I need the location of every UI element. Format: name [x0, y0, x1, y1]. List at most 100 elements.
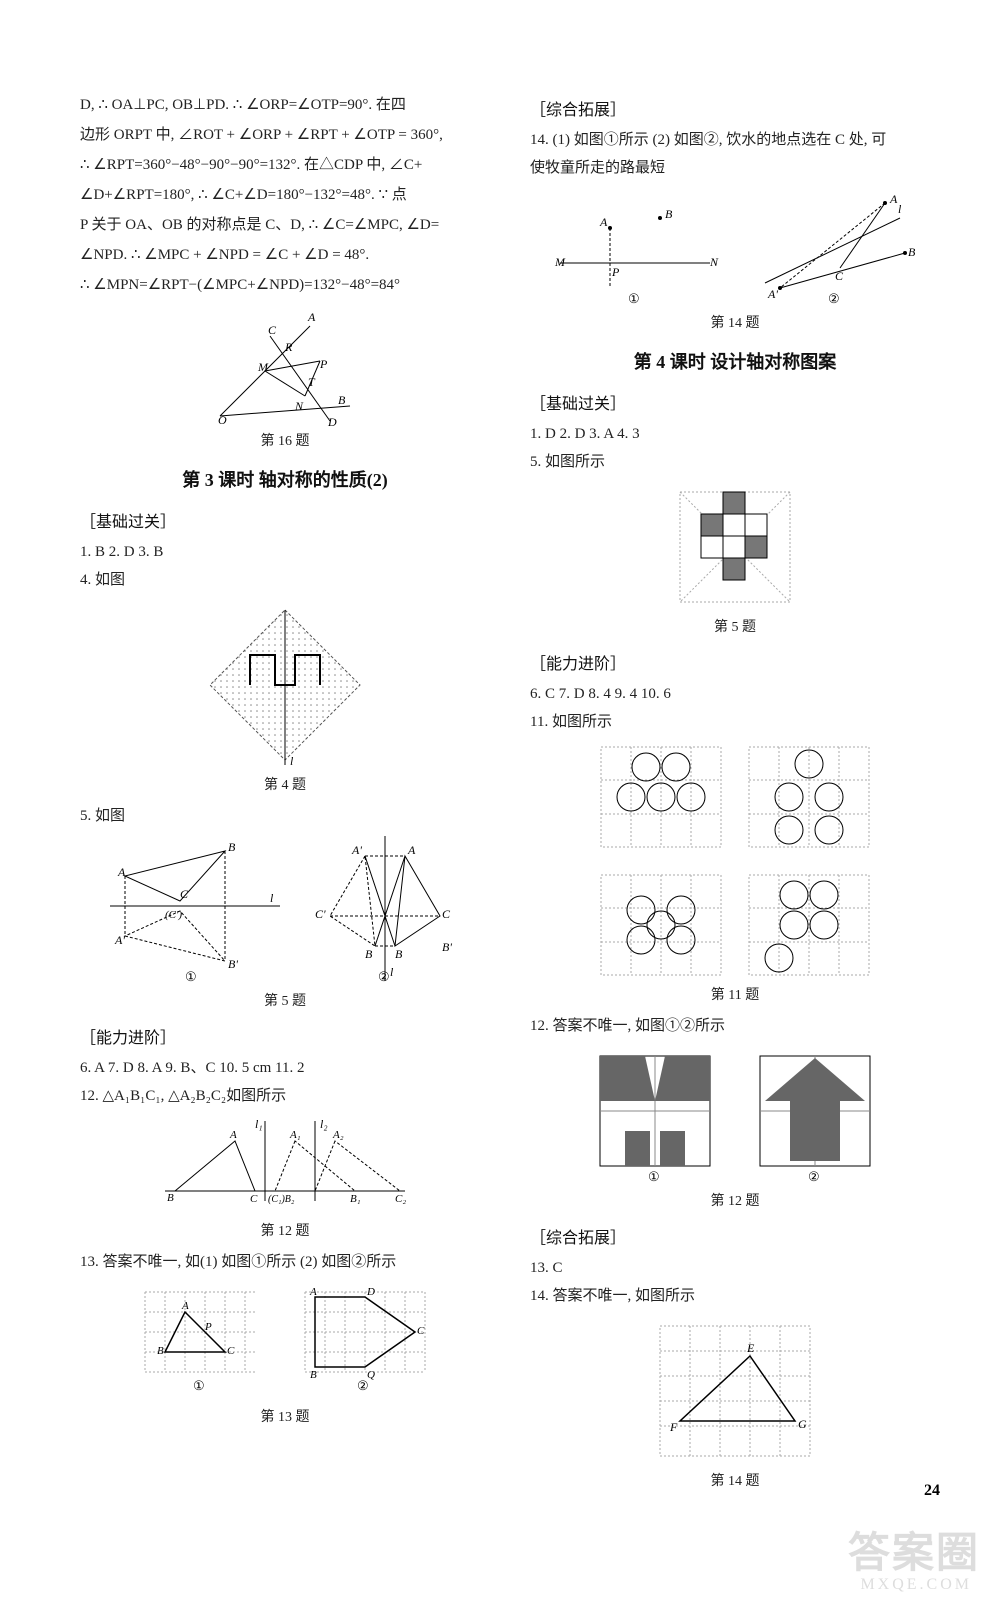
- svg-text:A': A': [351, 843, 362, 857]
- section-basic: ［基础过关］: [530, 390, 940, 414]
- figure-16: O A C R M P T N B D: [80, 306, 490, 426]
- svg-text:B: B: [665, 207, 673, 221]
- svg-text:B: B: [310, 1369, 317, 1381]
- answer-line: 14. 答案不唯一, 如图所示: [530, 1282, 940, 1310]
- svg-text:P: P: [204, 1321, 212, 1333]
- answer-line: 11. 如图所示: [530, 708, 940, 736]
- left-column: D, ∴ OA⊥PC, OB⊥PD. ∴ ∠ORP=∠OTP=90°. 在四 边…: [80, 90, 490, 1498]
- figure-14b-caption: 第 14 题: [530, 1470, 940, 1490]
- answer-line: 1. D 2. D 3. A 4. 3: [530, 420, 940, 448]
- svg-text:R: R: [284, 340, 293, 354]
- figure-5-caption: 第 5 题: [80, 990, 490, 1010]
- svg-text:l: l: [390, 965, 394, 979]
- figure-4-caption: 第 4 题: [80, 774, 490, 794]
- section-ability: ［能力进阶］: [530, 650, 940, 674]
- watermark: 答案圈: [848, 1519, 980, 1580]
- svg-text:A: A: [599, 215, 608, 229]
- answer-line: 6. C 7. D 8. 4 9. 4 10. 6: [530, 680, 940, 708]
- svg-text:B: B: [908, 245, 916, 259]
- lesson-4-title: 第 4 课时 设计轴对称图案: [530, 348, 940, 374]
- figure-16-caption: 第 16 题: [80, 430, 490, 450]
- section-basic: ［基础过关］: [80, 508, 490, 532]
- lesson-3-title: 第 3 课时 轴对称的性质(2): [80, 466, 490, 492]
- svg-text:B: B: [167, 1192, 174, 1204]
- svg-text:D: D: [327, 415, 337, 426]
- proof-line: ∠D+∠RPT=180°, ∴ ∠C+∠D=180°−132°=48°. ∵ 点: [80, 180, 490, 210]
- svg-text:N: N: [709, 255, 719, 269]
- svg-text:②: ②: [378, 969, 390, 984]
- svg-text:C: C: [180, 887, 189, 901]
- proof-line: ∴ ∠RPT=360°−48°−90°−90°=132°. 在△CDP 中, ∠…: [80, 150, 490, 180]
- svg-text:T: T: [308, 375, 316, 389]
- svg-text:l: l: [270, 891, 274, 905]
- svg-text:C₂: C₂: [395, 1193, 406, 1205]
- section-extension: ［综合拓展］: [530, 96, 940, 120]
- svg-text:N: N: [294, 399, 304, 413]
- figure-4: l: [80, 600, 490, 770]
- figure-12b-caption: 第 12 题: [530, 1190, 940, 1210]
- answer-line: 13. 答案不唯一, 如(1) 如图①所示 (2) 如图②所示: [80, 1248, 490, 1276]
- svg-text:G: G: [798, 1417, 807, 1431]
- figure-5b-caption: 第 5 题: [530, 616, 940, 636]
- answer-line: 14. (1) 如图①所示 (2) 如图②, 饮水的地点选在 C 处, 可: [530, 126, 940, 154]
- svg-text:①: ①: [628, 291, 640, 306]
- svg-text:①: ①: [648, 1169, 660, 1184]
- svg-text:D: D: [366, 1286, 375, 1298]
- svg-text:C: C: [835, 269, 844, 283]
- svg-text:l: l: [290, 754, 294, 768]
- svg-text:l₁: l₁: [255, 1117, 263, 1131]
- svg-text:C: C: [227, 1345, 235, 1357]
- svg-text:M: M: [257, 360, 269, 374]
- svg-text:P: P: [319, 357, 328, 371]
- svg-text:B': B': [228, 957, 238, 971]
- svg-text:C: C: [417, 1325, 425, 1337]
- svg-text:C: C: [268, 323, 277, 337]
- figure-12: l₁ l₂ A B C A₁ (C₁)B₂ B₁ A₂ C₂: [80, 1116, 490, 1216]
- answer-line: 5. 如图所示: [530, 448, 940, 476]
- figure-11: [585, 742, 885, 980]
- svg-text:A': A': [767, 287, 778, 301]
- answer-line: 12. △A₁B₁C₁, △A₂B₂C₂如图所示: [80, 1082, 490, 1110]
- svg-text:B: B: [228, 840, 236, 854]
- figure-12-caption: 第 12 题: [80, 1220, 490, 1240]
- svg-text:A₂: A₂: [332, 1129, 344, 1141]
- svg-text:②: ②: [808, 1169, 820, 1184]
- svg-text:B: B: [395, 947, 403, 961]
- svg-text:F: F: [669, 1420, 678, 1434]
- svg-text:E: E: [746, 1341, 755, 1355]
- svg-text:A: A: [309, 1286, 317, 1298]
- svg-text:l₂: l₂: [320, 1117, 328, 1131]
- svg-text:C: C: [250, 1193, 258, 1205]
- page-number: 24: [924, 1482, 940, 1500]
- svg-text:B': B': [442, 940, 452, 954]
- svg-text:P: P: [611, 265, 620, 279]
- proof-line: D, ∴ OA⊥PC, OB⊥PD. ∴ ∠ORP=∠OTP=90°. 在四: [80, 90, 490, 120]
- svg-text:A: A: [307, 310, 316, 324]
- section-extension-2: ［综合拓展］: [530, 1224, 940, 1248]
- figure-14a-caption: 第 14 题: [530, 312, 940, 332]
- svg-text:O: O: [218, 413, 227, 426]
- figure-12b: ① ②: [530, 1046, 940, 1186]
- proof-line: 边形 ORPT 中, ∠ROT + ∠ORP + ∠RPT + ∠OTP = 3…: [80, 120, 490, 150]
- proof-line: ∠NPD. ∴ ∠MPC + ∠NPD = ∠C + ∠D = 48°.: [80, 240, 490, 270]
- watermark-sub: MXQE.COM: [860, 1576, 972, 1594]
- svg-text:B: B: [157, 1345, 164, 1357]
- figure-5: l A B C (C') A' B' ① l A: [80, 836, 490, 986]
- figure-14a: M N A B P ① l A B A': [530, 188, 940, 308]
- answer-line: 13. C: [530, 1254, 940, 1282]
- svg-text:C: C: [442, 907, 451, 921]
- answer-line: 1. B 2. D 3. B: [80, 538, 490, 566]
- svg-text:①: ①: [185, 969, 197, 984]
- figure-13: A P C B ① A D C Q: [80, 1282, 490, 1402]
- right-column: ［综合拓展］ 14. (1) 如图①所示 (2) 如图②, 饮水的地点选在 C …: [530, 90, 940, 1498]
- svg-text:(C₁)B₂: (C₁)B₂: [268, 1194, 295, 1205]
- svg-text:A₁: A₁: [289, 1129, 301, 1141]
- figure-14b: E F G: [530, 1316, 940, 1466]
- figure-11-caption: 第 11 题: [530, 984, 940, 1004]
- svg-text:①: ①: [193, 1378, 205, 1393]
- answer-line: 使牧童所走的路最短: [530, 154, 940, 182]
- answer-line: 5. 如图: [80, 802, 490, 830]
- proof-line: P 关于 OA、OB 的对称点是 C、D, ∴ ∠C=∠MPC, ∠D=: [80, 210, 490, 240]
- svg-text:B: B: [338, 393, 346, 407]
- svg-text:M: M: [554, 255, 566, 269]
